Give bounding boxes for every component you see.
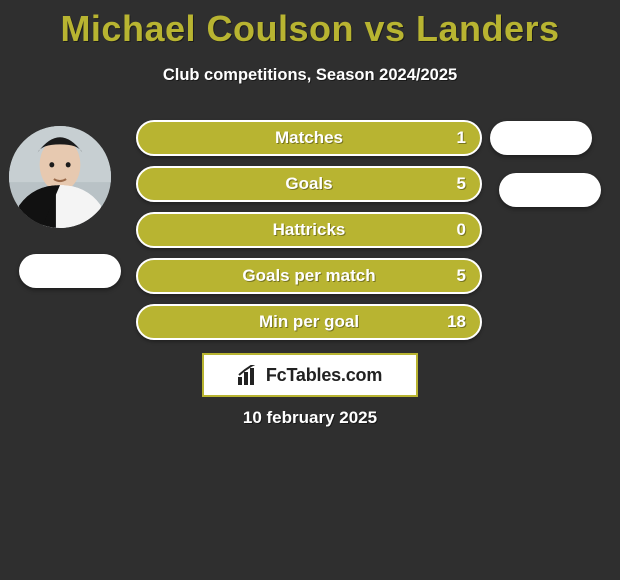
stat-label: Goals xyxy=(285,174,332,194)
stat-bar-goals: Goals 5 xyxy=(136,166,482,202)
stat-label: Min per goal xyxy=(259,312,359,332)
stat-label: Matches xyxy=(275,128,343,148)
player-left-club-pill xyxy=(19,254,121,288)
fctables-label: FcTables.com xyxy=(266,365,382,386)
stat-bar-min-per-goal: Min per goal 18 xyxy=(136,304,482,340)
stat-label: Hattricks xyxy=(273,220,346,240)
generated-date: 10 february 2025 xyxy=(0,408,620,428)
player-right-pill-2 xyxy=(499,173,601,207)
bar-chart-icon xyxy=(238,365,260,385)
stat-value: 5 xyxy=(457,174,466,194)
stats-bars: Matches 1 Goals 5 Hattricks 0 Goals per … xyxy=(136,120,482,350)
stat-value: 18 xyxy=(447,312,466,332)
stat-bar-hattricks: Hattricks 0 xyxy=(136,212,482,248)
player-left-avatar xyxy=(9,126,111,228)
page-title: Michael Coulson vs Landers xyxy=(0,0,620,50)
stat-label: Goals per match xyxy=(242,266,375,286)
stat-bar-matches: Matches 1 xyxy=(136,120,482,156)
stat-value: 5 xyxy=(457,266,466,286)
fctables-watermark: FcTables.com xyxy=(202,353,418,397)
player-right-pill-1 xyxy=(490,121,592,155)
stat-value: 0 xyxy=(457,220,466,240)
stat-value: 1 xyxy=(457,128,466,148)
avatar-placeholder-icon xyxy=(9,126,111,228)
stat-bar-goals-per-match: Goals per match 5 xyxy=(136,258,482,294)
page-subtitle: Club competitions, Season 2024/2025 xyxy=(0,66,620,85)
